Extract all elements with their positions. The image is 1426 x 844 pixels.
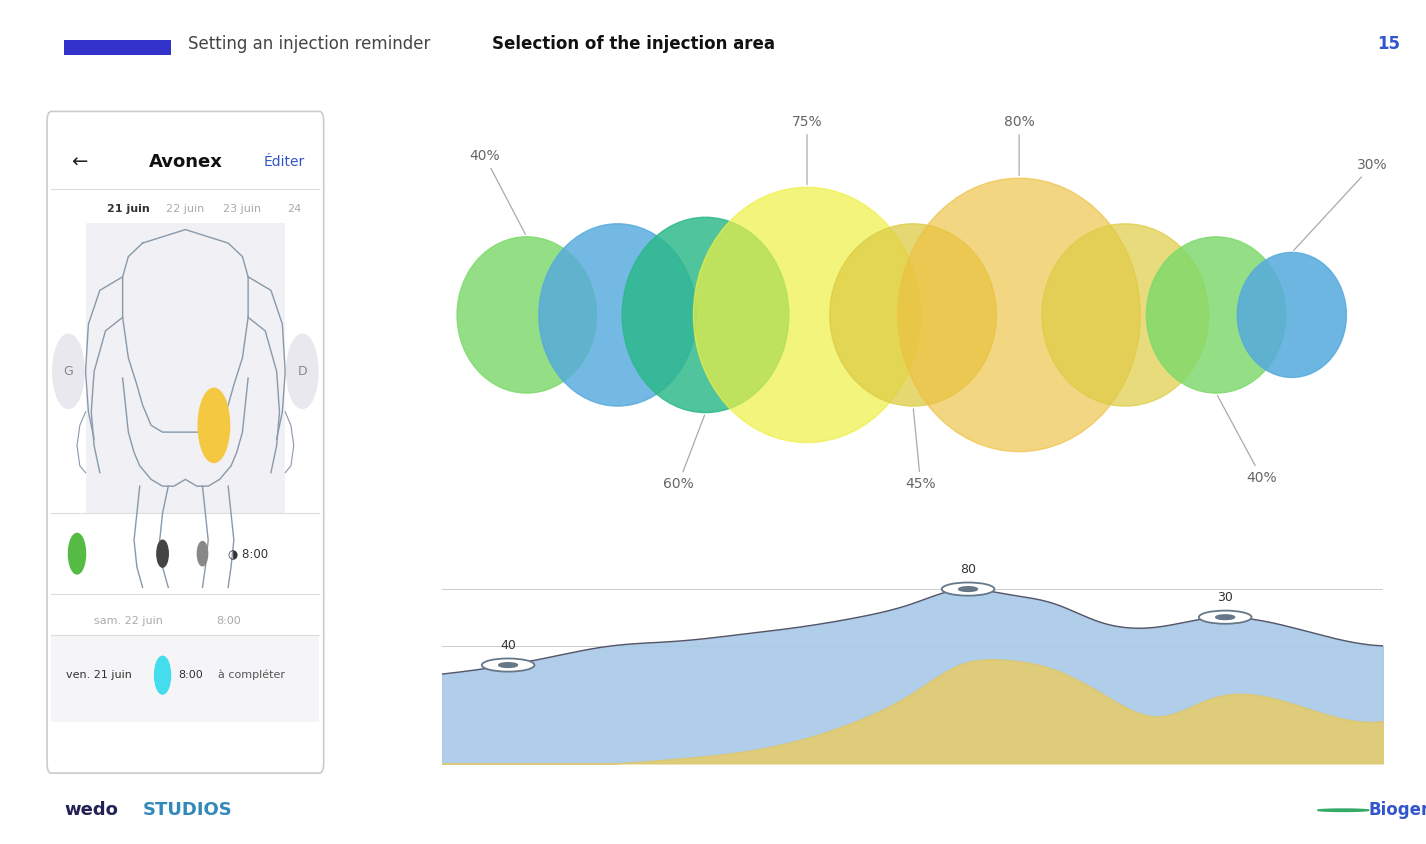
- Text: 30: 30: [1218, 592, 1233, 604]
- Circle shape: [482, 658, 535, 672]
- Ellipse shape: [693, 187, 921, 442]
- Text: ←: ←: [71, 153, 87, 171]
- Text: D: D: [298, 365, 307, 378]
- Text: 15: 15: [1378, 35, 1400, 53]
- Text: 80: 80: [960, 563, 975, 576]
- Ellipse shape: [456, 237, 596, 393]
- Circle shape: [197, 542, 208, 565]
- FancyBboxPatch shape: [51, 635, 319, 722]
- Text: STUDIOS: STUDIOS: [143, 801, 232, 820]
- Circle shape: [53, 334, 84, 408]
- Text: Biogen: Biogen: [1369, 801, 1426, 820]
- Text: 40%: 40%: [1218, 396, 1278, 484]
- Text: 30%: 30%: [1293, 158, 1387, 251]
- Ellipse shape: [539, 224, 696, 406]
- FancyBboxPatch shape: [64, 40, 171, 55]
- Text: 45%: 45%: [906, 408, 935, 491]
- Text: 80%: 80%: [1004, 116, 1034, 176]
- Text: 60%: 60%: [663, 415, 704, 491]
- Circle shape: [68, 533, 86, 574]
- Text: G: G: [64, 365, 73, 378]
- Text: 8:00: 8:00: [178, 670, 204, 680]
- Text: 24: 24: [287, 204, 301, 214]
- Text: sam. 22 juin: sam. 22 juin: [94, 616, 163, 626]
- Circle shape: [154, 657, 171, 694]
- Ellipse shape: [898, 178, 1141, 452]
- Text: ◑ 8:00: ◑ 8:00: [228, 547, 268, 560]
- Circle shape: [499, 663, 518, 668]
- FancyBboxPatch shape: [86, 223, 285, 513]
- Text: à compléter: à compléter: [218, 670, 285, 680]
- Text: ven. 21 juin: ven. 21 juin: [66, 670, 131, 680]
- Text: Selection of the injection area: Selection of the injection area: [492, 35, 774, 53]
- Circle shape: [1199, 610, 1252, 624]
- Text: 21 juin: 21 juin: [107, 204, 150, 214]
- Ellipse shape: [1238, 252, 1346, 377]
- Ellipse shape: [622, 217, 789, 413]
- Circle shape: [1216, 614, 1235, 619]
- Text: 40: 40: [501, 639, 516, 652]
- Circle shape: [157, 540, 168, 567]
- Ellipse shape: [830, 224, 997, 406]
- Ellipse shape: [1147, 237, 1286, 393]
- Ellipse shape: [1042, 224, 1209, 406]
- FancyBboxPatch shape: [47, 111, 324, 773]
- Text: 75%: 75%: [791, 116, 823, 185]
- Circle shape: [198, 388, 230, 463]
- Text: 23 juin: 23 juin: [224, 204, 261, 214]
- Circle shape: [287, 334, 318, 408]
- Text: 40%: 40%: [469, 149, 525, 235]
- Text: 22 juin: 22 juin: [167, 204, 204, 214]
- Text: wedo: wedo: [64, 801, 118, 820]
- Text: Avonex: Avonex: [148, 153, 222, 171]
- Text: Éditer: Éditer: [264, 155, 305, 169]
- Circle shape: [941, 582, 994, 596]
- Text: Setting an injection reminder: Setting an injection reminder: [188, 35, 431, 53]
- Text: 8:00: 8:00: [215, 616, 241, 626]
- Circle shape: [958, 587, 977, 592]
- Circle shape: [1318, 809, 1369, 811]
